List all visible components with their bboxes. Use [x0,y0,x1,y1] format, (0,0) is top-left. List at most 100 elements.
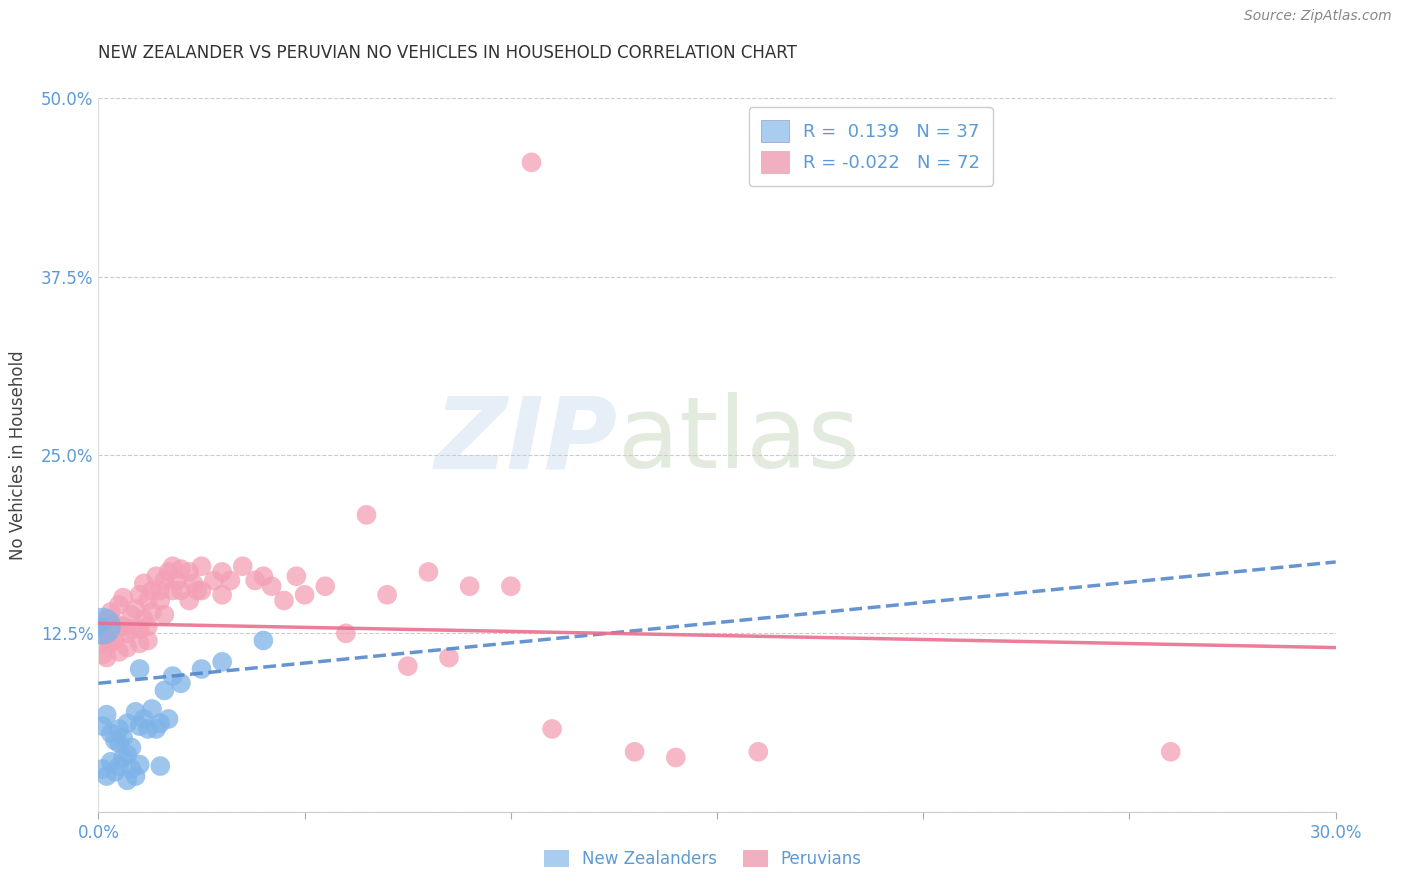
Point [132,712,155,726]
Point [186,583,208,598]
Point [166,574,188,588]
Point [128,622,150,636]
Point [104,764,127,779]
Point [458,579,481,593]
Point [149,716,172,731]
Text: atlas: atlas [619,392,859,489]
Point [91,762,114,776]
Point [132,612,155,626]
Point [91,719,114,733]
Text: ZIP: ZIP [434,392,619,489]
Point [232,559,254,574]
Point [162,669,184,683]
Point [141,605,163,619]
Point [162,559,184,574]
Point [243,574,266,588]
Point [91,622,114,636]
Point [108,645,131,659]
Point [211,565,233,579]
Point [260,579,283,593]
Point [100,636,122,650]
Point [145,569,167,583]
Point [104,616,127,631]
Point [211,588,233,602]
Point [149,759,172,773]
Point [219,574,242,588]
Point [136,722,159,736]
Point [149,593,172,607]
Point [520,155,543,169]
Point [418,565,440,579]
Point [335,626,357,640]
Point [117,773,139,788]
Point [285,569,308,583]
Text: Source: ZipAtlas.com: Source: ZipAtlas.com [1244,9,1392,23]
Point [108,598,131,612]
Point [124,602,146,616]
Point [104,633,127,648]
Point [162,583,184,598]
Point [91,636,114,650]
Point [120,762,142,776]
Point [190,662,212,676]
Point [252,569,274,583]
Point [108,759,131,773]
Legend: New Zealanders, Peruvians: New Zealanders, Peruvians [537,843,869,875]
Point [91,619,114,633]
Point [252,633,274,648]
Point [170,583,193,598]
Point [112,619,135,633]
Point [120,622,142,636]
Point [128,757,150,772]
Point [96,612,118,626]
Point [747,745,769,759]
Point [117,640,139,655]
Point [120,740,142,755]
Point [153,607,176,622]
Point [108,736,131,750]
Point [396,659,419,673]
Point [87,619,110,633]
Text: NEW ZEALANDER VS PERUVIAN NO VEHICLES IN HOUSEHOLD CORRELATION CHART: NEW ZEALANDER VS PERUVIAN NO VEHICLES IN… [98,45,797,62]
Point [117,626,139,640]
Point [112,750,135,764]
Point [128,662,150,676]
Point [211,655,233,669]
Point [541,722,564,736]
Point [314,579,336,593]
Point [96,769,118,783]
Point [145,722,167,736]
Point [104,733,127,747]
Point [91,648,114,662]
Point [124,769,146,783]
Point [120,607,142,622]
Point [112,731,135,745]
Point [117,716,139,731]
Point [157,712,180,726]
Point [665,750,688,764]
Point [179,593,201,607]
Point [117,747,139,762]
Point [356,508,378,522]
Point [136,619,159,633]
Point [132,576,155,591]
Point [124,705,146,719]
Point [153,574,176,588]
Point [499,579,522,593]
Point [181,576,204,591]
Point [170,562,193,576]
Point [170,676,193,690]
Point [108,722,131,736]
Point [273,593,295,607]
Legend: R =  0.139   N = 37, R = -0.022   N = 72: R = 0.139 N = 37, R = -0.022 N = 72 [749,107,993,186]
Point [190,583,212,598]
Point [136,633,159,648]
Point [202,574,225,588]
Y-axis label: No Vehicles in Household: No Vehicles in Household [8,350,27,560]
Point [153,683,176,698]
Point [375,588,398,602]
Point [96,707,118,722]
Point [112,591,135,605]
Point [128,636,150,650]
Point [100,755,122,769]
